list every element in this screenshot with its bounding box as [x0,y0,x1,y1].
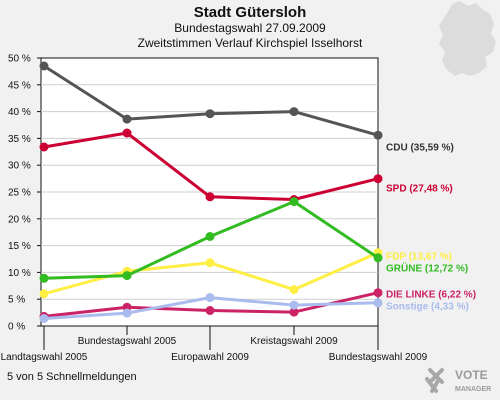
x-axis-ticks: Landtagswahl 2005 Bundestagswahl 2005 Euro… [1,326,428,363]
series-layer [39,61,383,323]
y-tick-label: 15 % [8,241,31,252]
vote-manager-logo: VOTE MANAGER [425,368,491,393]
data-point [289,107,299,117]
legend-label: CDU (35,59 %) [386,143,454,154]
series-3 [39,197,383,283]
data-point [205,258,215,268]
data-point [373,174,383,184]
data-point [373,298,383,308]
chart-title: Stadt Gütersloh [194,4,307,21]
data-point [122,308,132,318]
gridlines [41,84,378,300]
logo-line-vote: VOTE [455,368,488,382]
chart-subtitle-description: Zweitstimmen Verlauf Kirchspiel Isselhor… [138,36,363,50]
x-tick-label: Kreistagswahl 2009 [250,336,338,347]
footer-report-count: 5 von 5 Schnellmeldungen [7,371,137,383]
data-point [289,307,299,317]
x-tick-label: Europawahl 2009 [171,352,249,363]
data-point [205,192,215,202]
data-point [122,271,132,281]
data-point [39,61,49,71]
legend-label: FDP (13,67 %) [386,252,452,263]
legend-label: Sonstige (4,33 %) [386,302,469,313]
y-tick-label: 45 % [8,80,31,91]
data-point [39,273,49,283]
legend-label: GRÜNE (12,72 %) [386,262,468,275]
y-tick-label: 50 % [8,54,31,65]
data-point [122,114,132,124]
data-point [373,130,383,140]
y-tick-label: 20 % [8,214,31,225]
x-tick-label: Landtagswahl 2005 [1,352,88,363]
y-tick-label: 25 % [8,188,31,199]
data-point [373,288,383,298]
data-point [39,142,49,152]
germany-map-icon [439,1,496,76]
legend: CDU (35,59 %) SPD (27,48 %) FDP (13,67 %)G… [386,143,476,313]
vote-manager-x-icon [425,368,444,393]
data-point [289,300,299,310]
y-axis-ticks: 0 % 5 % 10 % 15 % 20 % 25 % 30 % 35 % 40 % 45 % 50… [8,54,41,333]
data-point [205,293,215,303]
legend-label: DIE LINKE (6,22 %) [386,290,476,301]
y-tick-label: 5 % [8,295,25,306]
data-point [289,197,299,207]
logo-line-manager: MANAGER [455,386,491,393]
data-point [39,314,49,323]
y-tick-label: 35 % [8,134,31,145]
x-tick-label: Bundestagswahl 2009 [329,352,428,363]
y-tick-label: 0 % [8,322,25,333]
data-point [205,232,215,241]
chart-subtitle-date: Bundestagswahl 27.09.2009 [174,21,326,35]
data-point [373,253,383,263]
data-point [39,289,49,299]
data-point [122,128,132,138]
data-point [205,306,215,315]
y-tick-label: 40 % [8,107,31,118]
data-point [205,109,215,119]
y-tick-label: 10 % [8,268,31,279]
data-point [289,285,299,295]
x-tick-label: Bundestagswahl 2005 [78,336,177,347]
legend-label: SPD (27,48 %) [386,184,453,195]
series-5 [39,293,383,323]
y-tick-label: 30 % [8,161,31,172]
series-0 [39,61,383,140]
